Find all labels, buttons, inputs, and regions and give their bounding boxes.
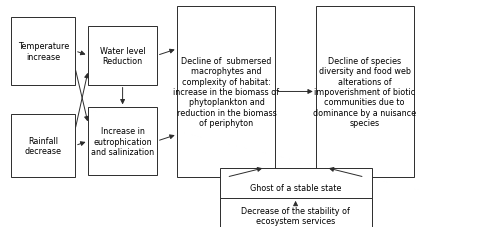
Text: Rainfall
decrease: Rainfall decrease bbox=[24, 136, 62, 155]
FancyBboxPatch shape bbox=[220, 168, 372, 207]
Text: Decline of species
diversity and food web
alterations of
impoverishment of bioti: Decline of species diversity and food we… bbox=[313, 57, 416, 128]
Text: Temperature
increase: Temperature increase bbox=[18, 42, 69, 61]
Text: Water level
Reduction: Water level Reduction bbox=[100, 46, 146, 66]
Text: Increase in
eutrophication
and salinization: Increase in eutrophication and salinizat… bbox=[91, 127, 154, 156]
FancyBboxPatch shape bbox=[220, 198, 372, 229]
FancyBboxPatch shape bbox=[88, 108, 157, 175]
FancyBboxPatch shape bbox=[12, 18, 75, 85]
Text: Ghost of a stable state: Ghost of a stable state bbox=[250, 183, 342, 192]
Text: Decrease of the stability of
ecosystem services: Decrease of the stability of ecosystem s… bbox=[241, 206, 350, 225]
FancyBboxPatch shape bbox=[178, 7, 276, 177]
FancyBboxPatch shape bbox=[316, 7, 414, 177]
FancyBboxPatch shape bbox=[12, 114, 75, 177]
FancyBboxPatch shape bbox=[88, 27, 157, 85]
Text: Decline of  submersed
macrophytes and
complexity of habitat:
increase in the bio: Decline of submersed macrophytes and com… bbox=[174, 57, 280, 128]
